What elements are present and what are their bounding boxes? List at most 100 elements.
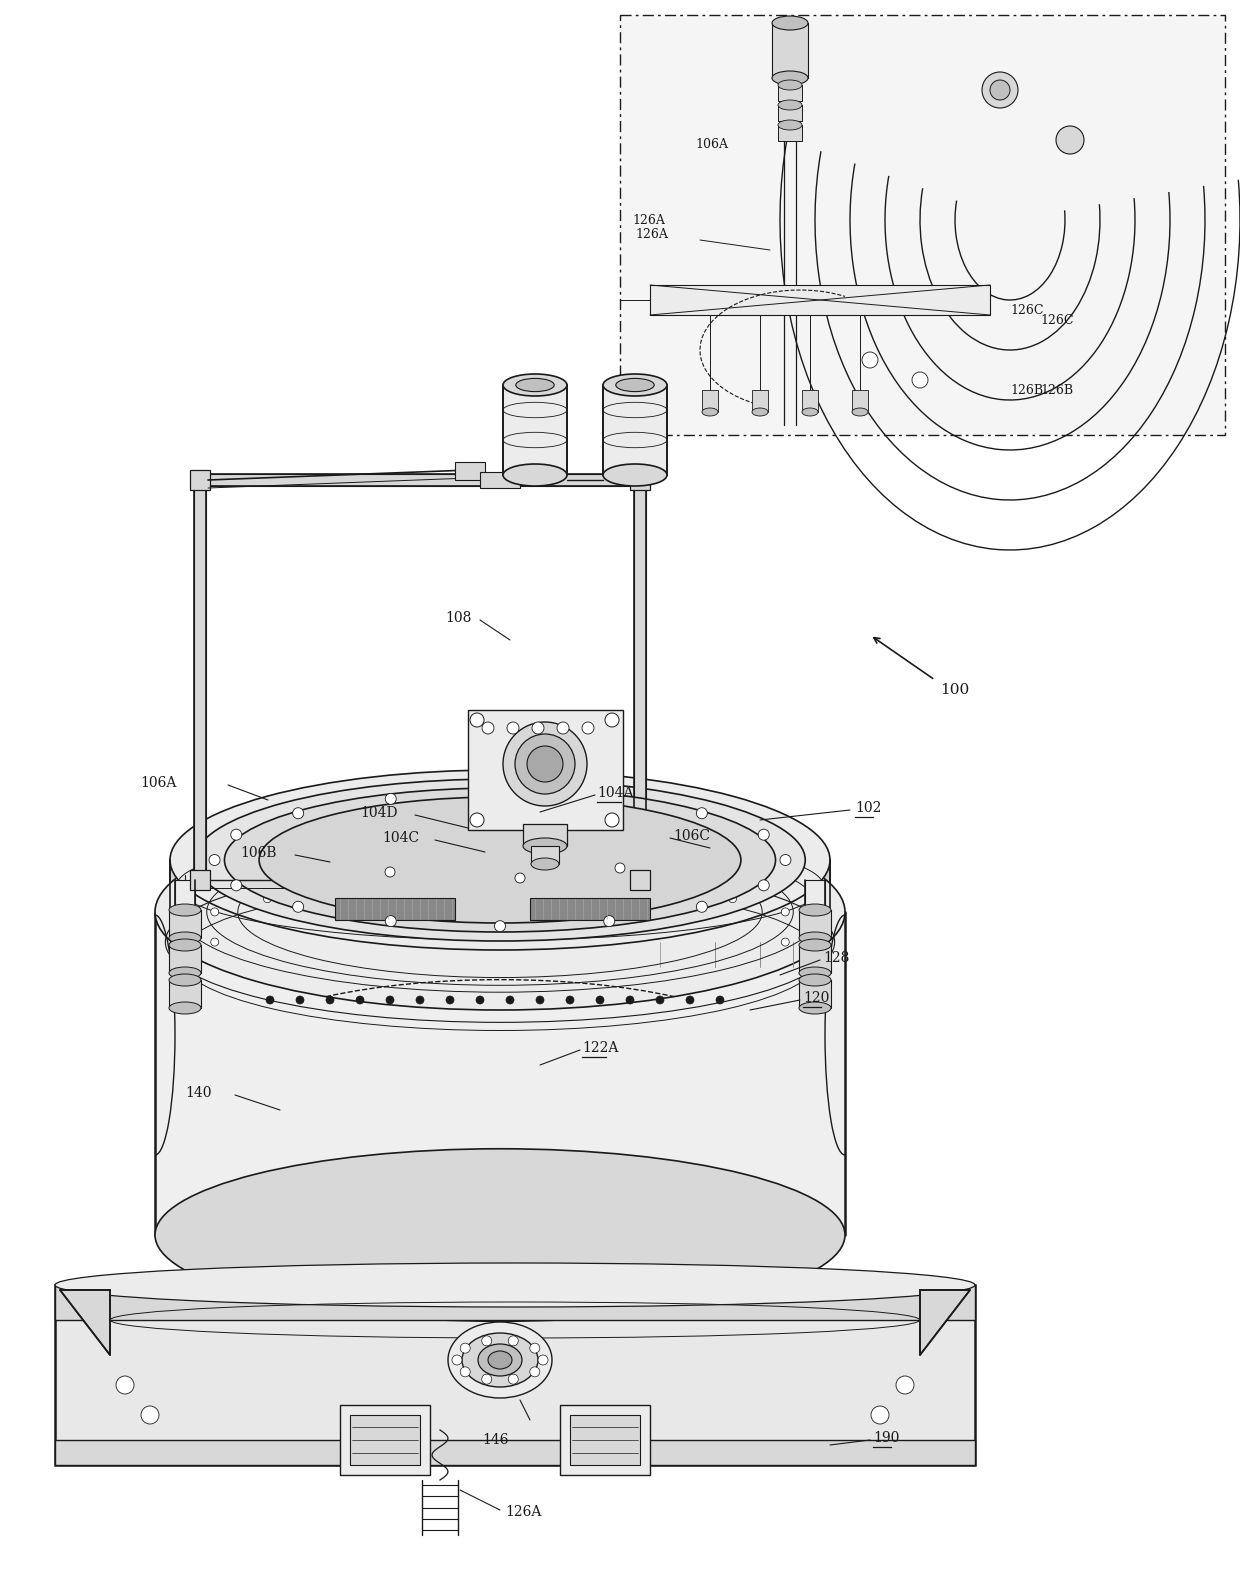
Bar — [523, 825, 567, 845]
Text: 126B: 126B — [1011, 384, 1043, 397]
Circle shape — [538, 1356, 548, 1365]
Ellipse shape — [603, 374, 667, 397]
Text: 190: 190 — [873, 1431, 899, 1446]
Circle shape — [990, 81, 1011, 100]
Circle shape — [231, 880, 242, 891]
Circle shape — [453, 1356, 463, 1365]
Circle shape — [443, 880, 451, 888]
Polygon shape — [155, 912, 844, 1236]
Ellipse shape — [852, 408, 868, 416]
Bar — [570, 1416, 640, 1465]
Ellipse shape — [169, 904, 201, 916]
Bar — [650, 284, 990, 314]
Circle shape — [141, 1406, 159, 1424]
Circle shape — [605, 814, 619, 826]
Circle shape — [384, 867, 396, 877]
Circle shape — [536, 995, 544, 1003]
Circle shape — [481, 1375, 492, 1384]
Circle shape — [267, 995, 274, 1003]
Text: 126A: 126A — [635, 229, 668, 242]
Text: 106B: 106B — [241, 845, 277, 860]
Circle shape — [605, 713, 619, 727]
Bar — [455, 461, 485, 480]
Text: 104C: 104C — [382, 831, 419, 845]
Circle shape — [117, 1376, 134, 1394]
Circle shape — [549, 880, 557, 888]
Circle shape — [515, 735, 575, 795]
Text: 106A: 106A — [694, 139, 728, 152]
Bar — [620, 14, 1225, 434]
Ellipse shape — [503, 465, 567, 487]
Circle shape — [758, 830, 769, 841]
Circle shape — [293, 901, 304, 912]
Bar — [350, 1416, 420, 1465]
Ellipse shape — [516, 378, 554, 392]
Circle shape — [596, 995, 604, 1003]
Circle shape — [211, 939, 218, 946]
Text: 100: 100 — [940, 683, 970, 697]
Text: 126B: 126B — [1040, 384, 1073, 397]
Circle shape — [781, 939, 790, 946]
Ellipse shape — [55, 1262, 975, 1307]
Ellipse shape — [603, 465, 667, 487]
Ellipse shape — [799, 967, 831, 980]
Circle shape — [386, 916, 397, 926]
Bar — [340, 1405, 430, 1476]
Ellipse shape — [799, 904, 831, 916]
Ellipse shape — [169, 967, 201, 980]
Circle shape — [781, 908, 790, 916]
Circle shape — [647, 885, 656, 893]
Circle shape — [532, 722, 544, 735]
Text: 104A: 104A — [596, 785, 634, 799]
Bar — [169, 945, 201, 973]
Text: 102: 102 — [856, 801, 882, 815]
Circle shape — [686, 995, 694, 1003]
Bar — [190, 871, 210, 890]
Bar — [777, 125, 802, 141]
Ellipse shape — [773, 16, 808, 30]
Circle shape — [527, 746, 563, 782]
Ellipse shape — [777, 100, 802, 111]
Circle shape — [758, 880, 769, 891]
Circle shape — [604, 916, 615, 926]
Bar — [200, 474, 640, 487]
Circle shape — [729, 894, 737, 902]
Ellipse shape — [802, 408, 818, 416]
Text: 104D: 104D — [360, 806, 398, 820]
Bar — [560, 1405, 650, 1476]
Text: 120: 120 — [804, 991, 830, 1005]
Circle shape — [470, 814, 484, 826]
Bar — [802, 390, 818, 412]
Circle shape — [506, 995, 515, 1003]
Ellipse shape — [799, 973, 831, 986]
Circle shape — [446, 995, 454, 1003]
Ellipse shape — [751, 408, 768, 416]
Circle shape — [495, 788, 506, 799]
Bar — [620, 14, 1225, 434]
Circle shape — [476, 995, 484, 1003]
Circle shape — [263, 894, 272, 902]
Bar — [773, 24, 808, 77]
Bar — [55, 1285, 975, 1465]
Bar — [531, 845, 559, 864]
Polygon shape — [170, 860, 830, 912]
Text: 126A: 126A — [505, 1506, 542, 1518]
Circle shape — [656, 995, 663, 1003]
Bar — [169, 910, 201, 939]
Ellipse shape — [489, 1351, 512, 1368]
Ellipse shape — [259, 796, 742, 923]
Ellipse shape — [170, 833, 830, 991]
Circle shape — [626, 995, 634, 1003]
Text: 128: 128 — [823, 951, 849, 965]
Ellipse shape — [169, 939, 201, 951]
Circle shape — [211, 908, 218, 916]
Circle shape — [582, 722, 594, 735]
Bar — [634, 480, 646, 880]
Text: 106C: 106C — [673, 830, 711, 844]
Circle shape — [507, 722, 520, 735]
Circle shape — [897, 1376, 914, 1394]
Polygon shape — [920, 1289, 970, 1356]
Ellipse shape — [773, 71, 808, 85]
Bar — [190, 469, 210, 490]
Circle shape — [386, 995, 394, 1003]
